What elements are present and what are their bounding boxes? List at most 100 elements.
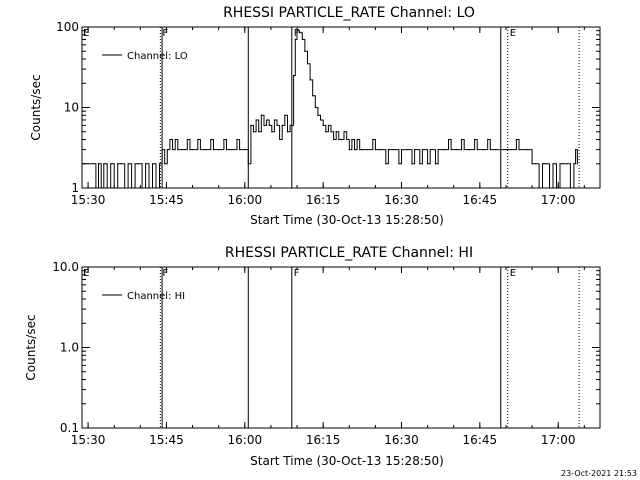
data-point [199,148,201,151]
data-point [161,148,163,151]
data-point [548,187,551,189]
event-marker-label: F [294,268,300,279]
data-point [258,131,260,133]
data-point [559,163,561,165]
x-axis-label: Start Time (30-Oct-13 15:28:50) [250,454,444,468]
data-point [174,138,176,141]
data-point [210,138,212,141]
data-point [500,148,502,151]
data-point [273,119,275,121]
data-point [333,138,335,141]
legend-label: Channel: HI [127,291,185,302]
x-tick-label: 16:30 [384,193,419,207]
data-point [148,187,150,189]
data-point [265,119,268,121]
data-point [191,148,194,151]
y-tick-label: 1 [71,181,79,195]
data-point [289,124,291,126]
data-point [171,148,174,151]
event-marker-label: E [510,268,516,279]
data-point [419,163,421,165]
data-point [385,163,387,165]
x-tick-label: 16:30 [384,433,419,447]
data-point [538,187,540,189]
data-point [474,138,476,141]
data-point [575,148,577,151]
data-point [205,148,207,151]
chart-panel-hi: RHESSI PARTICLE_RATE Channel: HI Start Ti… [24,245,601,468]
data-point [292,74,295,77]
data-point [100,187,102,189]
y-axis-label: Counts/sec [29,74,43,140]
y-tick-label: 1.0 [60,341,79,355]
data-point [380,148,382,151]
data-point [141,187,143,189]
data-point [197,138,199,141]
data-point [552,163,554,165]
event-marker-label: E [510,28,516,39]
data-point [361,148,363,151]
x-tick-label: 16:45 [463,433,498,447]
data-point [120,163,122,165]
data-point [421,148,423,151]
data-point [526,148,528,151]
data-point [463,148,465,151]
x-axis-label: Start Time (30-Oct-13 15:28:50) [250,213,444,227]
data-point [372,138,374,141]
data-point [286,131,289,133]
x-tick-label: 16:15 [306,193,341,207]
data-point [284,114,286,116]
data-point [218,148,220,151]
data-point [271,131,273,133]
data-point [291,124,293,126]
data-point [518,148,520,151]
x-tick-label: 16:00 [228,433,263,447]
data-point [97,163,100,165]
data-point [250,124,252,126]
data-point [398,163,400,165]
data-point [515,138,518,141]
x-tick-label: 15:30 [71,193,106,207]
data-point [225,148,228,151]
data-point [387,148,390,151]
data-point [299,32,301,34]
data-point [252,131,255,133]
data-point [343,131,345,133]
data-point [338,138,340,141]
edge-marker-label: E [83,268,89,279]
data-point [131,187,133,189]
data-point [317,114,319,116]
data-point [566,163,568,165]
data-point [314,106,316,109]
x-tick-label: 15:45 [149,193,184,207]
y-tick-label: 100 [56,20,79,34]
edge-marker-label: E [83,28,89,39]
data-point [117,163,119,165]
y-axis-label: Counts/sec [24,314,38,380]
data-point [348,148,350,151]
data-point [127,163,129,165]
data-point [335,131,337,133]
data-point [494,148,497,151]
data-point [353,148,356,151]
data-point [429,148,431,151]
data-point [569,187,572,189]
data-point [487,138,489,141]
y-tick-label: 0.1 [60,421,79,435]
data-point [212,148,215,151]
data-point [413,148,416,151]
data-point [151,163,154,165]
data-point [312,95,314,97]
data-point [393,148,395,151]
data-point [134,163,136,165]
data-point [189,148,191,151]
data-point [268,124,270,126]
data-point [255,119,257,121]
data-point [279,138,281,141]
data-point [144,163,147,165]
data-point [576,163,578,165]
chart-title: RHESSI PARTICLE_RATE Channel: LO [223,5,475,21]
data-point [359,148,361,151]
chart-panel-lo: RHESSI PARTICLE_RATE Channel: LO Start Ti… [29,5,601,227]
